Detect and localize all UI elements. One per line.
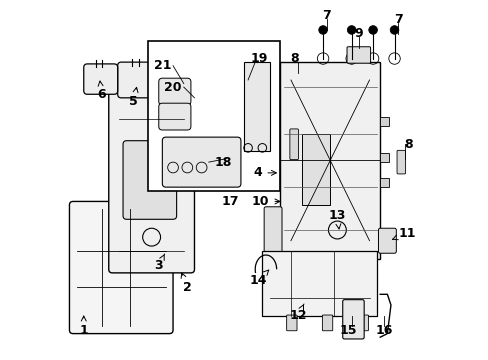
Text: 14: 14	[249, 270, 268, 287]
Text: 15: 15	[339, 324, 356, 337]
Text: 21: 21	[153, 59, 171, 72]
Bar	[380, 178, 388, 187]
Bar	[148, 41, 280, 191]
Text: 3: 3	[154, 254, 164, 272]
Text: 6: 6	[97, 81, 106, 101]
FancyBboxPatch shape	[118, 62, 157, 98]
FancyBboxPatch shape	[322, 315, 332, 331]
Text: 19: 19	[249, 52, 267, 65]
FancyBboxPatch shape	[108, 80, 194, 273]
FancyBboxPatch shape	[159, 103, 190, 130]
Circle shape	[318, 26, 326, 34]
Circle shape	[368, 26, 377, 34]
FancyBboxPatch shape	[159, 78, 190, 105]
FancyBboxPatch shape	[286, 315, 296, 331]
FancyBboxPatch shape	[69, 202, 173, 334]
Circle shape	[389, 26, 398, 34]
Bar	[301, 134, 329, 205]
Text: 8: 8	[404, 138, 412, 151]
Bar	[380, 153, 388, 162]
Text: 4: 4	[253, 166, 276, 179]
Text: 12: 12	[289, 304, 306, 322]
FancyBboxPatch shape	[357, 315, 367, 331]
Bar	[262, 251, 376, 316]
FancyBboxPatch shape	[342, 300, 364, 339]
Text: 18: 18	[214, 156, 231, 168]
Text: 2: 2	[181, 273, 191, 294]
Text: 8: 8	[289, 52, 298, 65]
Text: 10: 10	[251, 195, 279, 208]
Circle shape	[346, 26, 355, 34]
Text: 20: 20	[164, 81, 182, 94]
Text: 7: 7	[322, 9, 330, 22]
FancyBboxPatch shape	[123, 141, 176, 219]
Text: 7: 7	[393, 13, 402, 26]
Text: 13: 13	[328, 209, 346, 229]
Bar	[380, 117, 388, 126]
FancyBboxPatch shape	[289, 129, 298, 159]
Text: 11: 11	[392, 227, 415, 240]
Text: 1: 1	[79, 316, 88, 337]
Text: 9: 9	[354, 27, 363, 40]
FancyBboxPatch shape	[162, 137, 241, 187]
Text: 16: 16	[374, 324, 392, 337]
FancyBboxPatch shape	[264, 207, 282, 253]
Text: 17: 17	[221, 195, 239, 208]
FancyBboxPatch shape	[396, 150, 405, 174]
Bar	[244, 62, 269, 152]
Text: 5: 5	[129, 87, 138, 108]
FancyBboxPatch shape	[83, 64, 118, 94]
FancyBboxPatch shape	[346, 47, 370, 63]
FancyBboxPatch shape	[378, 228, 395, 253]
Bar	[280, 62, 380, 258]
